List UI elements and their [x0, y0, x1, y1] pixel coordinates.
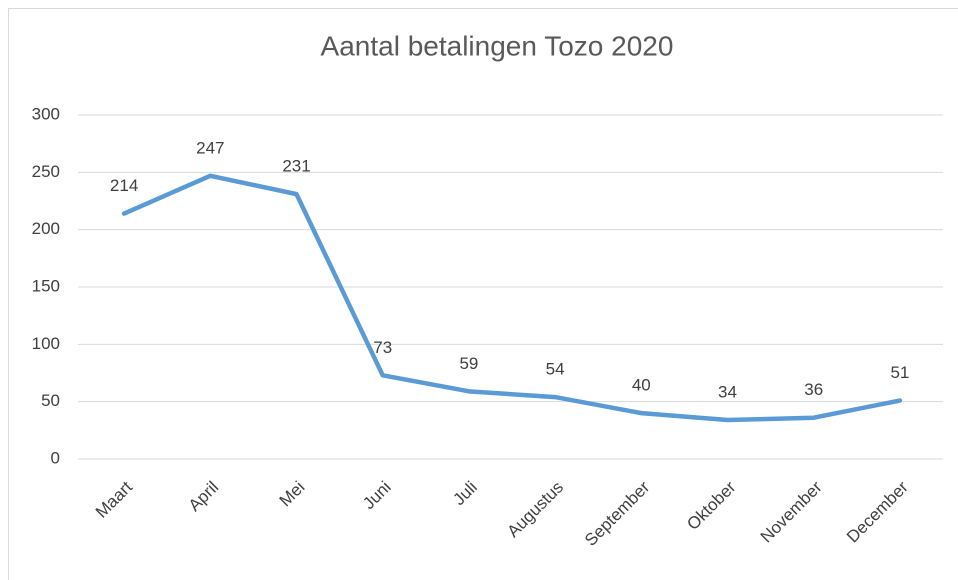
data-label: 73: [373, 338, 392, 357]
data-label: 36: [804, 380, 823, 399]
chart-title: Aantal betalingen Tozo 2020: [321, 30, 674, 61]
y-tick-label: 250: [32, 162, 60, 181]
data-label: 34: [718, 382, 737, 401]
y-tick-label: 100: [32, 334, 60, 353]
y-tick-label: 50: [41, 391, 60, 410]
y-tick-label: 150: [32, 276, 60, 295]
data-label: 59: [459, 354, 478, 373]
y-tick-label: 300: [32, 104, 60, 123]
line: [121, 173, 903, 423]
data-label: 51: [890, 363, 909, 382]
y-tick-label: 200: [32, 219, 60, 238]
data-label: 54: [546, 360, 565, 379]
chart-border: [8, 8, 958, 580]
data-label: 247: [196, 138, 224, 157]
data-label: 40: [632, 376, 651, 395]
y-tick-label: 0: [51, 448, 60, 467]
data-label: 231: [282, 157, 310, 176]
data-label: 214: [110, 176, 138, 195]
